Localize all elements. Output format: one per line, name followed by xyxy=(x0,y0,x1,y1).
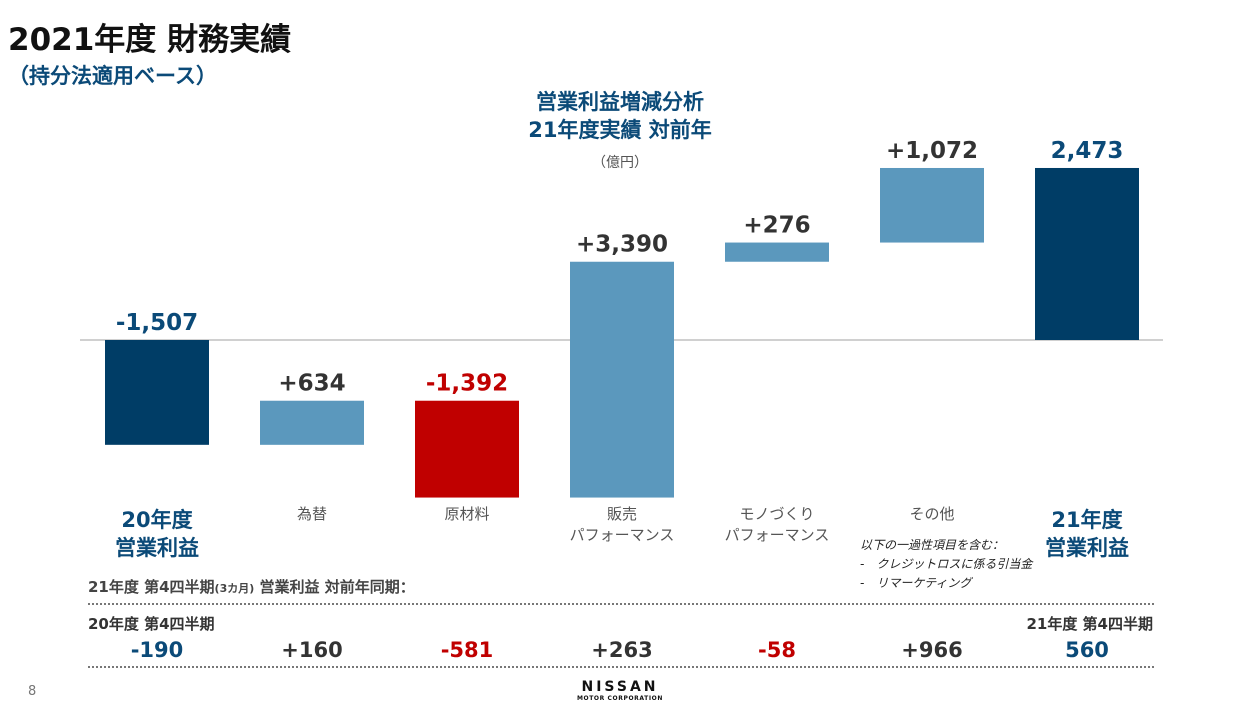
q4-value-6: 560 xyxy=(1065,638,1109,662)
logo-name: NISSAN xyxy=(581,679,659,695)
bar-6 xyxy=(1035,167,1139,340)
bar-1 xyxy=(260,400,364,445)
q4-value-4: -58 xyxy=(758,638,796,662)
chart-subtitle: 21年度実績 対前年 xyxy=(528,118,712,142)
q4-value-1: +160 xyxy=(281,638,343,662)
category-label-4: モノづくり パフォーマンス xyxy=(724,505,830,544)
category-label-2: 原材料 xyxy=(444,505,490,523)
bar-4 xyxy=(725,242,829,262)
divider-top xyxy=(88,603,1154,605)
note-item-credit-loss: - クレジットロスに係る引当金 xyxy=(860,557,1033,571)
logo-sub: MOTOR CORPORATION xyxy=(576,695,664,702)
chart-title: 営業利益増減分析 xyxy=(536,90,704,114)
nissan-logo: NISSAN MOTOR CORPORATION xyxy=(560,680,680,703)
divider-bottom xyxy=(88,666,1154,668)
category-label-5: その他 xyxy=(909,505,955,523)
category-label-0: 20年度 営業利益 xyxy=(115,508,199,560)
page-title: 2021年度 財務実績 xyxy=(8,22,292,58)
value-label-3: +3,390 xyxy=(576,232,668,258)
bar-2 xyxy=(415,400,519,498)
page-number: 8 xyxy=(28,684,37,699)
q4-value-3: +263 xyxy=(591,638,653,662)
bar-0 xyxy=(105,340,209,445)
q4-value-5: +966 xyxy=(901,638,963,662)
note-item-remarketing: - リマーケティング xyxy=(860,576,972,590)
one-time-items-note: 以下の一過性項目を含む： - クレジットロスに係る引当金 - リマーケティング xyxy=(860,536,1032,593)
note-heading: 以下の一過性項目を含む： xyxy=(860,538,1005,552)
category-label-6: 21年度 営業利益 xyxy=(1045,508,1129,560)
q4-right-label: 21年度 第4四半期 xyxy=(1026,615,1153,633)
page-subtitle: （持分法適用ベース） xyxy=(8,64,217,88)
q4-left-label: 20年度 第4四半期 xyxy=(88,615,215,633)
value-label-1: +634 xyxy=(278,371,345,397)
category-label-1: 為替 xyxy=(296,505,327,523)
value-label-2: -1,392 xyxy=(426,371,508,397)
value-label-6: 2,473 xyxy=(1051,138,1124,164)
category-label-3: 販売 パフォーマンス xyxy=(569,505,675,544)
q4-heading-main: 21年度 第4四半期 xyxy=(88,578,215,596)
bar-5 xyxy=(880,167,984,243)
q4-heading-rest: 営業利益 対前年同期： xyxy=(254,578,415,596)
value-label-5: +1,072 xyxy=(886,138,978,164)
value-label-0: -1,507 xyxy=(116,310,198,336)
bar-3 xyxy=(570,261,674,498)
q4-value-0: -190 xyxy=(130,638,184,662)
q4-heading: 21年度 第4四半期(3カ月) 営業利益 対前年同期： xyxy=(88,576,415,597)
chart-unit: （億円） xyxy=(592,155,648,171)
q4-value-2: -581 xyxy=(440,638,494,662)
q4-heading-months: (3カ月) xyxy=(214,582,255,595)
value-label-4: +276 xyxy=(743,213,810,239)
